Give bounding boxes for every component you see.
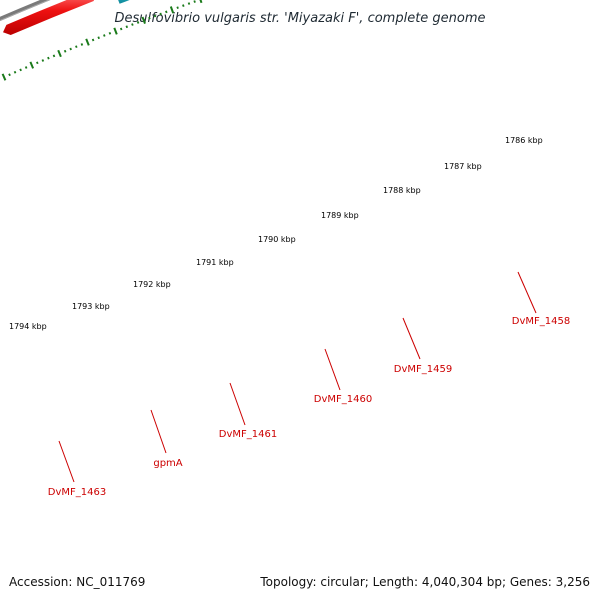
minor-tick — [153, 14, 157, 18]
scale-label: 1793 kbp — [72, 302, 110, 311]
leader-line — [402, 317, 421, 360]
scale-label: 1789 kbp — [321, 211, 359, 220]
scale-label: 1790 kbp — [258, 235, 296, 244]
minor-tick — [97, 36, 100, 40]
leader-line — [150, 409, 167, 454]
minor-tick — [159, 12, 162, 16]
gene-label[interactable]: DvMF_1458 — [512, 316, 570, 327]
minor-tick — [19, 68, 22, 72]
inner-tick-ring — [1, 0, 203, 81]
scale-label: 1791 kbp — [196, 258, 234, 267]
major-tick — [57, 49, 62, 58]
accession-text: Accession: NC_011769 — [9, 575, 145, 589]
minor-tick — [47, 56, 50, 60]
major-tick — [29, 61, 35, 69]
topology-summary-text: Topology: circular; Length: 4,040,304 bp… — [259, 575, 590, 589]
leader-line — [229, 382, 246, 426]
major-tick — [141, 16, 146, 24]
minor-tick — [182, 4, 185, 8]
minor-tick — [24, 66, 28, 69]
minor-tick — [108, 31, 112, 35]
major-tick — [199, 0, 203, 4]
scale-labels: 1786 kbp 1787 kbp 1788 kbp 1789 kbp 1790… — [9, 136, 543, 331]
major-tick — [113, 27, 118, 35]
major-tick — [169, 6, 175, 14]
gene-arrow[interactable] — [3, 0, 94, 35]
minor-tick — [8, 73, 11, 77]
gene-label[interactable]: DvMF_1460 — [314, 394, 372, 405]
minor-tick — [165, 10, 168, 14]
minor-tick — [13, 70, 17, 74]
scale-label: 1787 kbp — [444, 162, 482, 171]
minor-tick — [91, 38, 95, 42]
gene-leader-lines — [58, 271, 537, 483]
leader-line — [517, 271, 537, 314]
minor-tick — [187, 2, 191, 5]
gene-label[interactable]: DvMF_1463 — [48, 487, 106, 498]
feature-track — [3, 0, 168, 35]
scale-label: 1794 kbp — [9, 322, 47, 331]
minor-tick — [80, 43, 84, 46]
minor-tick — [136, 21, 140, 24]
minor-tick — [41, 59, 45, 62]
minor-tick — [75, 45, 78, 49]
gene-labels: DvMF_1458 DvMF_1459 DvMF_1460 DvMF_1461 … — [48, 316, 570, 498]
minor-tick — [176, 6, 179, 9]
minor-tick — [69, 47, 72, 51]
minor-tick — [131, 23, 134, 26]
major-tick — [85, 38, 90, 46]
major-tick — [1, 73, 7, 81]
minor-tick — [63, 49, 67, 53]
minor-tick — [193, 0, 196, 3]
minor-tick — [125, 25, 129, 29]
gene-label[interactable]: DvMF_1459 — [394, 364, 452, 375]
scale-label: 1788 kbp — [383, 186, 421, 195]
scale-label: 1786 kbp — [505, 136, 543, 145]
scale-label: 1792 kbp — [133, 280, 171, 289]
minor-tick — [148, 16, 151, 20]
map-title: Desulfovibrio vulgaris str. 'Miyazaki F'… — [114, 11, 485, 26]
gene-label[interactable]: gpmA — [153, 458, 182, 469]
minor-tick — [103, 34, 106, 37]
minor-tick — [36, 61, 39, 65]
rna-arrow[interactable] — [116, 0, 168, 4]
leader-line — [58, 440, 75, 483]
minor-tick — [119, 27, 123, 31]
gene-label[interactable]: DvMF_1461 — [219, 429, 277, 440]
leader-line — [324, 348, 341, 391]
minor-tick — [52, 54, 56, 58]
